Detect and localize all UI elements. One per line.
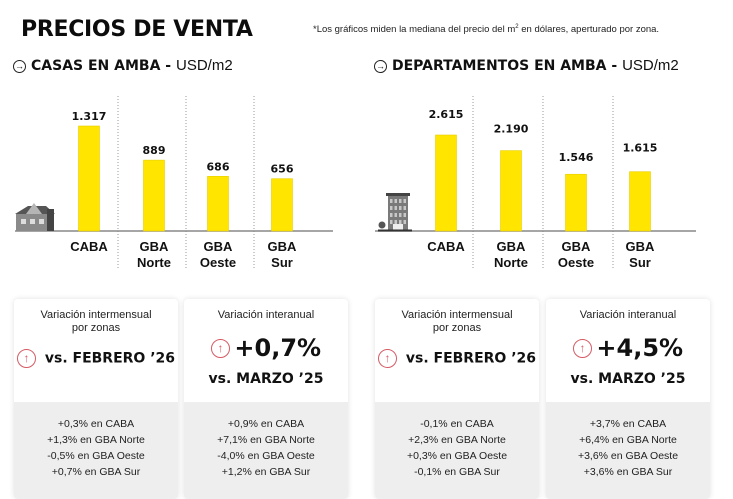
bar-value-label: 2.615 bbox=[429, 108, 464, 121]
card-row: -0,1% en GBA Sur bbox=[414, 466, 500, 478]
bar-value-label: 1.317 bbox=[72, 110, 107, 123]
card-row: +3,6% en GBA Oeste bbox=[577, 450, 679, 462]
building-icon bbox=[378, 193, 412, 232]
card-row: +0,9% en CABA bbox=[227, 418, 305, 430]
card-row: +1,2% en GBA Sur bbox=[221, 466, 311, 478]
card-departamentos-intermensual: Variación intermensual por zonas ↑ vs. FE… bbox=[375, 299, 539, 499]
bar bbox=[629, 171, 651, 232]
arrow-up-circle-icon: ↑ bbox=[16, 349, 36, 368]
footnote: *Los gráficos miden la mediana del preci… bbox=[313, 24, 659, 35]
category-label: Sur bbox=[629, 255, 651, 270]
card-caption: por zonas bbox=[71, 322, 121, 334]
section-title-casas: → CASAS EN AMBA - USD/m2 bbox=[13, 57, 233, 74]
card-casas-interanual: Variación interanual ↑ +0,7% vs. MARZO ’… bbox=[184, 299, 348, 499]
card-comparison: vs. FEBRERO ’26 bbox=[44, 350, 176, 367]
category-label: GBA bbox=[140, 239, 170, 254]
card-caption: Variación intermensual bbox=[401, 309, 513, 321]
bar bbox=[500, 150, 522, 232]
card-casas-intermensual: Variación intermensual por zonas ↑ vs. FE… bbox=[14, 299, 178, 499]
card-comparison: vs. MARZO ’25 bbox=[570, 371, 686, 387]
bar bbox=[143, 159, 165, 232]
bar bbox=[435, 134, 457, 232]
card-row: +3,7% en CABA bbox=[589, 418, 667, 430]
arrow-up-circle-icon: ↑ bbox=[572, 338, 592, 358]
card-headline-value: +4,5% bbox=[596, 334, 684, 362]
card-row: +6,4% en GBA Norte bbox=[579, 434, 677, 446]
card-row: -4,0% en GBA Oeste bbox=[217, 450, 315, 462]
card-row: -0,5% en GBA Oeste bbox=[47, 450, 145, 462]
bar-value-label: 1.615 bbox=[623, 142, 658, 155]
chart-casas: 1.317 CABA 889 GBA Norte 686 GBA Oeste 656 GBA Sur bbox=[0, 90, 345, 280]
section-title-text: DEPARTAMENTOS EN AMBA bbox=[392, 58, 607, 74]
page-title: PRECIOS DE VENTA bbox=[21, 17, 253, 42]
card-caption: Variación intermensual bbox=[40, 309, 152, 321]
card-row: +0,7% en GBA Sur bbox=[51, 466, 141, 478]
arrow-right-circle-icon: → bbox=[374, 60, 387, 73]
category-label: Norte bbox=[494, 255, 528, 270]
footnote-sup: 2 bbox=[515, 24, 519, 30]
section-unit: USD/m2 bbox=[622, 57, 679, 74]
category-label: GBA bbox=[268, 239, 298, 254]
bar bbox=[271, 178, 293, 232]
chart-departamentos-svg: 2.615CABA2.190GBANorte1.546GBAOeste1.615… bbox=[375, 96, 696, 270]
bar-value-label: 686 bbox=[207, 160, 230, 173]
category-label: GBA bbox=[562, 239, 592, 254]
footnote-text-end: en dólares, aperturado por zona. bbox=[518, 24, 660, 36]
card-row: +0,3% en CABA bbox=[57, 418, 135, 430]
card-row: +0,3% en GBA Oeste bbox=[406, 450, 508, 462]
card-departamentos-interanual: Variación interanual ↑ +4,5% vs. MARZO ’… bbox=[546, 299, 710, 499]
category-label: Sur bbox=[271, 255, 293, 270]
section-title-sep: - bbox=[606, 58, 623, 74]
card-headline-value: +0,7% bbox=[234, 334, 322, 362]
category-label: Oeste bbox=[200, 255, 236, 270]
bar-value-label: 1.546 bbox=[559, 151, 594, 164]
category-label: GBA bbox=[204, 239, 234, 254]
bar bbox=[565, 173, 587, 232]
category-label: GBA bbox=[497, 239, 527, 254]
card-row: +1,3% en GBA Norte bbox=[47, 434, 145, 446]
bar bbox=[78, 125, 100, 232]
card-row: +7,1% en GBA Norte bbox=[217, 434, 315, 446]
footnote-text: *Los gráficos miden la mediana del preci… bbox=[313, 24, 516, 36]
section-unit: USD/m2 bbox=[175, 57, 233, 74]
card-comparison: vs. FEBRERO ’26 bbox=[405, 350, 537, 367]
card-caption: Variación interanual bbox=[579, 309, 677, 321]
section-title-text: CASAS EN AMBA bbox=[31, 58, 161, 74]
section-title-departamentos: → DEPARTAMENTOS EN AMBA - USD/m2 bbox=[374, 57, 679, 74]
bar-value-label: 656 bbox=[271, 163, 294, 176]
card-row: -0,1% en CABA bbox=[420, 418, 494, 430]
card-row: +2,3% en GBA Norte bbox=[408, 434, 506, 446]
category-label: Norte bbox=[137, 255, 171, 270]
chart-departamentos: 2.615 CABA 2.190 GBA Norte 1.546 GBA Oeste 1.615… bbox=[360, 90, 733, 280]
category-label: Oeste bbox=[558, 255, 594, 270]
arrow-up-circle-icon: ↑ bbox=[377, 349, 397, 368]
category-label: GBA bbox=[626, 239, 656, 254]
section-title-sep: - bbox=[160, 58, 176, 74]
bar-value-label: 889 bbox=[143, 144, 166, 157]
arrow-right-circle-icon: → bbox=[13, 60, 26, 73]
card-caption: por zonas bbox=[432, 322, 482, 334]
category-label: CABA bbox=[70, 239, 108, 254]
category-label: CABA bbox=[427, 239, 465, 254]
card-comparison: vs. MARZO ’25 bbox=[208, 371, 324, 387]
arrow-up-circle-icon: ↑ bbox=[210, 338, 230, 358]
card-caption: Variación interanual bbox=[217, 309, 315, 321]
bar-value-label: 2.190 bbox=[494, 123, 529, 136]
bar bbox=[207, 176, 229, 232]
house-icon bbox=[15, 203, 55, 231]
card-row: +3,6% en GBA Sur bbox=[583, 466, 673, 478]
